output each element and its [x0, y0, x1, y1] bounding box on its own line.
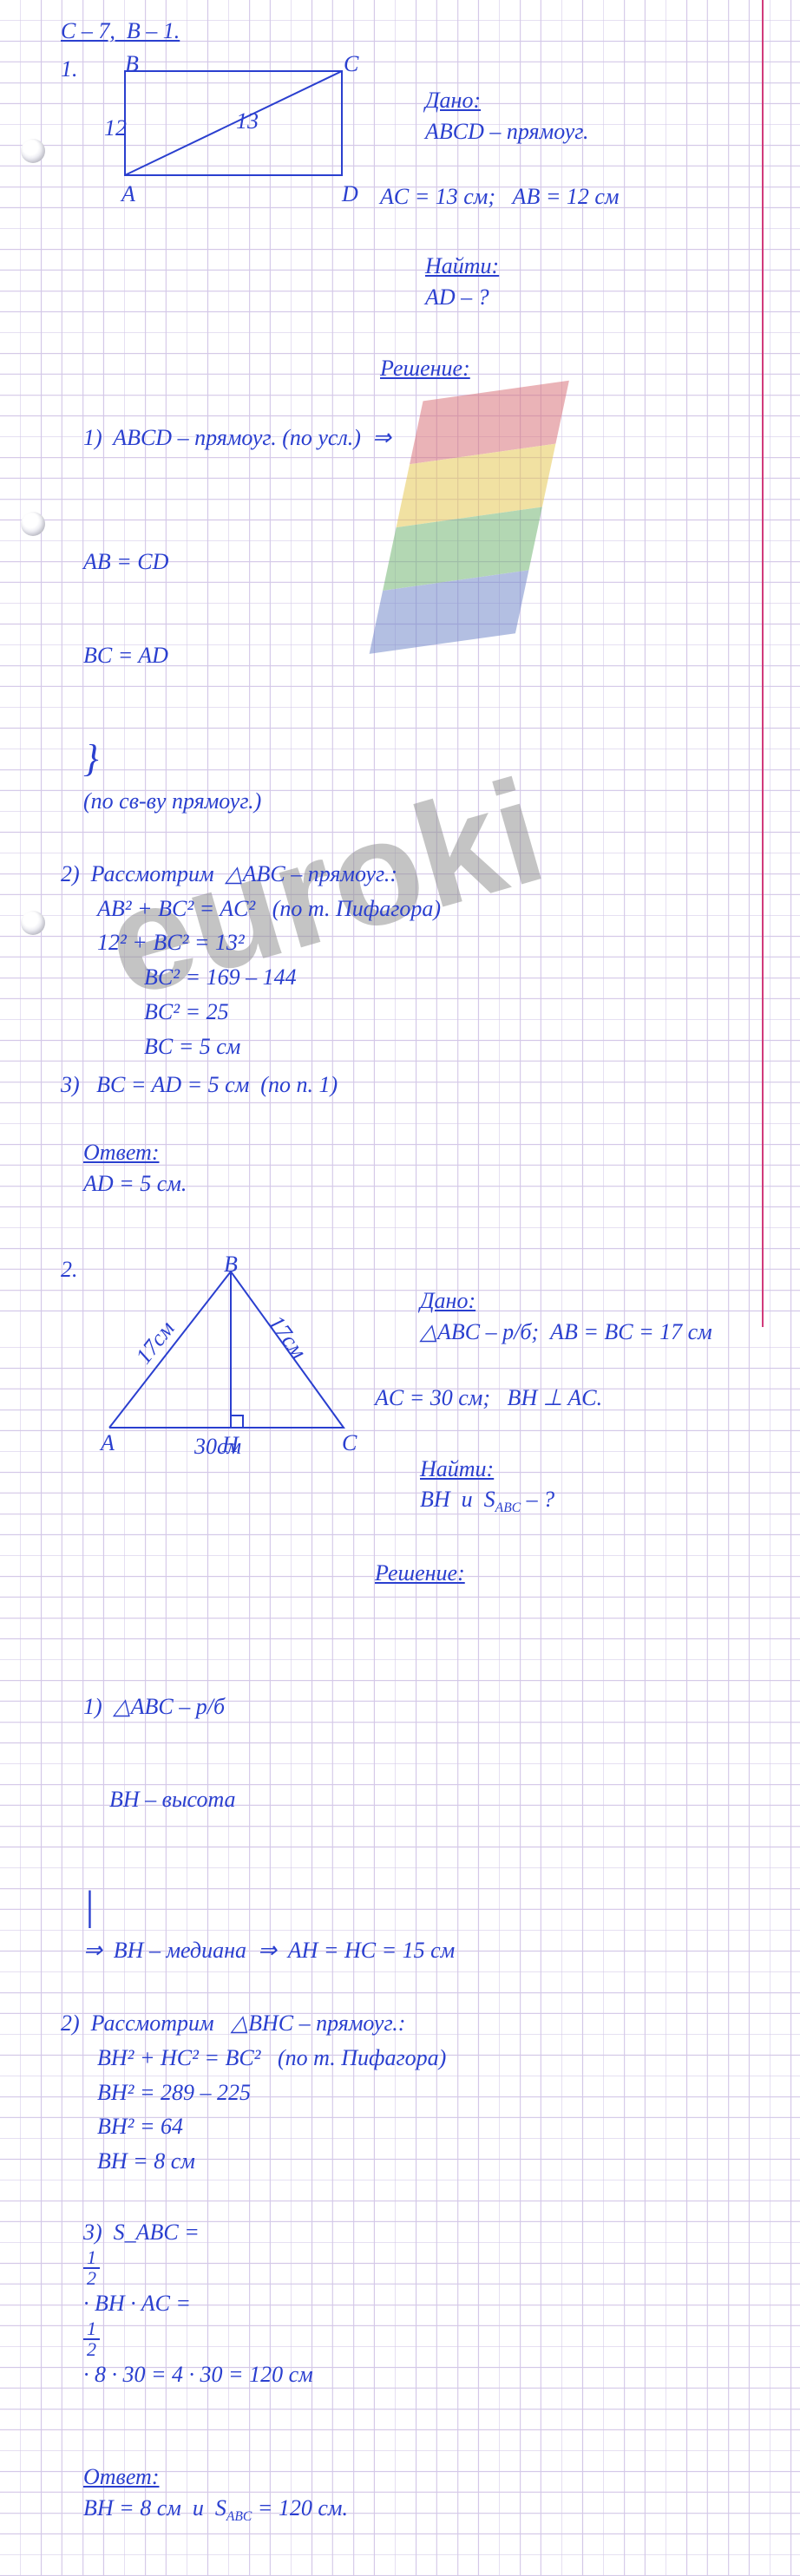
solution-step: BC = 5 см: [61, 1031, 748, 1062]
answer-line: Ответ: BH = 8 см и SABC = 120 см.: [61, 2430, 748, 2557]
vertex-a: A: [101, 1428, 115, 1459]
base-ac-label: 30см: [194, 1431, 241, 1462]
solution-step: 3) BC = AD = 5 см (по п. 1): [61, 1069, 748, 1101]
given-line: AC = 30 см; BH ⊥ AC.: [375, 1383, 748, 1414]
find-label: Найти:: [425, 253, 499, 278]
given-line: AC = 13 см; AB = 12 см: [380, 181, 748, 212]
given-label: Дано:: [420, 1288, 475, 1313]
solution-step: 12² + BC² = 13²: [61, 927, 748, 958]
vertex-c: C: [344, 49, 358, 80]
solution-step: BH² = 289 – 225: [61, 2077, 748, 2109]
step-text: BH – высота: [83, 1784, 236, 1815]
solution-step: 1) △ABC – р/б BH – высота | ⇒ BH – медиа…: [61, 1598, 748, 1997]
answer-line: Ответ: AD = 5 см.: [61, 1106, 748, 1231]
diagonal-ac-label: 13: [236, 106, 259, 137]
solution-step: 1) ABCD – прямоуг. (по усл.) ⇒ AB = CD B…: [61, 391, 748, 848]
step-text: (по св-ву прямоуг.): [83, 788, 261, 814]
step-text: BC = AD: [83, 640, 168, 671]
find-line: Найти: BH и SABC – ?: [375, 1422, 748, 1549]
solution-step: 2) Рассмотрим △ABC – прямоуг.:: [61, 859, 748, 890]
find-line: Найти: AD – ?: [380, 219, 748, 344]
given-text: ABCD – прямоуг.: [425, 119, 589, 144]
answer-label: Ответ:: [83, 2464, 159, 2489]
step-text: 1) ABCD – прямоуг. (по усл.) ⇒: [83, 425, 391, 450]
answer-text: BH = 8 см и SABC = 120 см.: [83, 2495, 348, 2520]
answer-text: AD = 5 см.: [83, 1171, 187, 1196]
find-text: BH и SABC – ?: [420, 1487, 554, 1512]
figure-triangle: A B C H 17см 17см 30см: [92, 1254, 361, 1462]
problem-number: 1.: [61, 56, 78, 82]
step-text: 1) △ABC – р/б: [83, 1691, 236, 1723]
answer-label: Ответ:: [83, 1140, 159, 1165]
solution-step: BH² = 64: [61, 2111, 748, 2142]
vertex-b: B: [224, 1249, 238, 1280]
page-title: С – 7, В – 1.: [61, 16, 748, 47]
solution-step: BC² = 25: [61, 997, 748, 1028]
solution-label: Решение:: [375, 1558, 748, 1589]
given-line: Дано: ABCD – прямоуг.: [380, 54, 748, 179]
vertex-a: A: [121, 179, 135, 210]
vertex-d: D: [342, 179, 358, 210]
problem-number: 2.: [61, 1257, 78, 1282]
step-text: ⇒ BH – медиана ⇒ AH = HC = 15 см: [83, 1938, 455, 1963]
find-text: AD – ?: [425, 284, 489, 310]
solution-step: AB² + BC² = AC² (по т. Пифагора): [61, 893, 748, 925]
step-text: 3) S_ABC =: [83, 2220, 200, 2245]
solution-step: BH = 8 см: [61, 2146, 748, 2177]
given-label: Дано:: [425, 88, 481, 113]
solution-step: BH² + HC² = BC² (по т. Пифагора): [61, 2043, 748, 2074]
given-line: Дано: △ABC – р/б; AB = BC = 17 см: [375, 1254, 748, 1379]
figure-rectangle: B C A D 12 13: [99, 54, 359, 210]
step-text: · BH · AC =: [83, 2291, 191, 2316]
vertex-c: C: [342, 1428, 357, 1459]
side-ab-label: 12: [104, 113, 127, 144]
page-content: С – 7, В – 1. 1. B C A D 12 13 Дано: ABC…: [0, 0, 800, 2576]
vertex-b: B: [125, 49, 139, 80]
step-text: · 8 · 30 = 4 · 30 = 120 см: [83, 2362, 313, 2387]
find-label: Найти:: [420, 1456, 494, 1481]
solution-label: Решение:: [380, 353, 748, 384]
step-text: AB = CD: [83, 546, 168, 578]
solution-step: 2) Рассмотрим △BHC – прямоуг.:: [61, 2008, 748, 2039]
solution-step: BC² = 169 – 144: [61, 962, 748, 993]
solution-step: 3) S_ABC = 12 · BH · AC = 12 · 8 · 30 = …: [61, 2186, 748, 2422]
given-text: △ABC – р/б; AB = BC = 17 см: [420, 1319, 712, 1344]
